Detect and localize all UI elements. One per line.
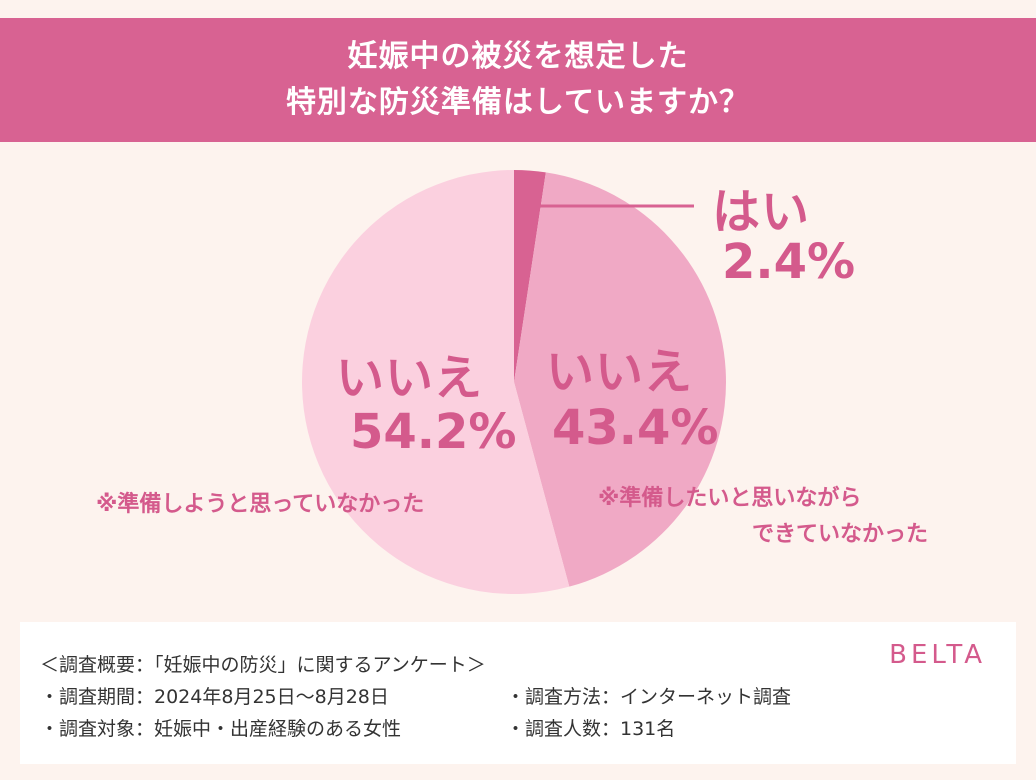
chart-area: はい 2.4% いいえ 43.4% ※準備したいと思いながら できていなかった … bbox=[0, 142, 1036, 622]
survey-count: ・調査人数：131名 bbox=[506, 718, 676, 740]
survey-target: ・調査対象：妊娠中・出産経験のある女性 bbox=[40, 718, 402, 740]
header-banner: 妊娠中の被災を想定した 特別な防災準備はしていますか？ bbox=[0, 18, 1036, 142]
note-no-wanted-1: ※準備したいと思いながら bbox=[598, 486, 862, 511]
title-line-1: 妊娠中の被災を想定した bbox=[347, 39, 689, 74]
note-no-wanted-2: できていなかった bbox=[752, 522, 929, 547]
pie-slice-no-not bbox=[302, 170, 570, 594]
label-no-wanted-title: いいえ bbox=[546, 344, 694, 400]
note-no-not-1: ※準備しようと思っていなかった bbox=[96, 492, 425, 517]
pie-slice-yes bbox=[514, 170, 546, 382]
pie-slice-no-wanted bbox=[514, 172, 727, 587]
survey-period: ・調査期間：2024年8月25日〜8月28日 bbox=[40, 686, 389, 708]
label-yes-title: はい bbox=[712, 184, 811, 240]
label-yes-pct: 2.4% bbox=[722, 234, 856, 290]
title-line-2: 特別な防災準備はしていますか？ bbox=[285, 85, 751, 120]
survey-footer: BELTA ＜調査概要：「妊娠中の防災」に関するアンケート＞ ・調査期間：202… bbox=[20, 622, 1016, 764]
label-no-wanted-pct: 43.4% bbox=[552, 400, 719, 456]
label-no-not-pct: 54.2% bbox=[350, 404, 517, 460]
survey-summary: ＜調査概要：「妊娠中の防災」に関するアンケート＞ bbox=[40, 654, 486, 676]
brand-logo: BELTA bbox=[889, 640, 986, 670]
label-no-not-title: いいえ bbox=[336, 350, 484, 406]
survey-method: ・調査方法：インターネット調査 bbox=[506, 686, 792, 708]
pie-chart bbox=[302, 170, 727, 594]
